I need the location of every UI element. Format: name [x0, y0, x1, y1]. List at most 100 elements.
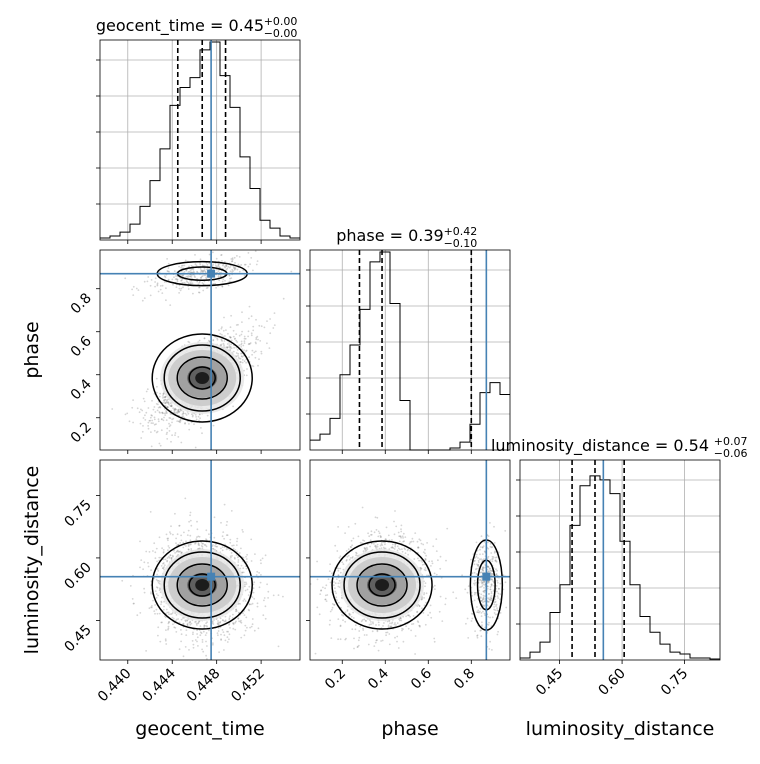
scatter-point [231, 545, 233, 547]
scatter-point [230, 258, 232, 260]
scatter-point [487, 597, 489, 599]
scatter-point [237, 269, 239, 271]
scatter-point [215, 263, 217, 265]
scatter-point [228, 638, 230, 640]
scatter-point [150, 285, 152, 287]
scatter-point [237, 349, 239, 351]
scatter-point [186, 414, 188, 416]
scatter-point [163, 606, 165, 608]
scatter-point [197, 645, 199, 647]
scatter-point [174, 270, 176, 272]
scatter-point [272, 327, 274, 329]
scatter-point [132, 598, 134, 600]
scatter-point [156, 561, 158, 563]
scatter-point [227, 343, 229, 345]
scatter-point [222, 549, 224, 551]
scatter-point [182, 415, 184, 417]
scatter-point [223, 330, 225, 332]
scatter-point [185, 634, 187, 636]
scatter-point [147, 425, 149, 427]
scatter-point [190, 282, 192, 284]
scatter-point [207, 415, 209, 417]
scatter-point [234, 269, 236, 271]
scatter-point [230, 270, 232, 272]
scatter-point [258, 358, 260, 360]
scatter-point [158, 420, 160, 422]
scatter-point [190, 269, 192, 271]
scatter-point [200, 277, 202, 279]
scatter-point [234, 622, 236, 624]
scatter-point [255, 250, 257, 252]
scatter-point [226, 347, 228, 349]
panels-layer [96, 40, 720, 664]
scatter-point [227, 631, 229, 633]
scatter-point [170, 441, 172, 443]
scatter-point [155, 411, 157, 413]
scatter-point [259, 340, 261, 342]
scatter-point [152, 422, 154, 424]
scatter-point [184, 271, 186, 273]
scatter-point [154, 417, 156, 419]
scatter-point [220, 522, 222, 524]
scatter-point [212, 339, 214, 341]
scatter-point [201, 543, 203, 545]
scatter-point [169, 557, 171, 559]
scatter-point [167, 539, 169, 541]
density-level [195, 579, 209, 591]
scatter-point [149, 551, 151, 553]
scatter-point [256, 574, 258, 576]
histogram-geocent_time [100, 42, 300, 238]
scatter-point [224, 267, 226, 269]
scatter-point [158, 580, 160, 582]
scatter-point [175, 538, 177, 540]
scatter-point [180, 535, 182, 537]
scatter-point [229, 633, 231, 635]
scatter-point [156, 586, 158, 588]
scatter-point [194, 621, 196, 623]
scatter-point [180, 641, 182, 643]
panel-geocent_time-vs-luminosity_distance [96, 460, 300, 664]
scatter-point [179, 648, 181, 650]
scatter-point [175, 542, 177, 544]
scatter-point [201, 545, 203, 547]
scatter-point [208, 630, 210, 632]
scatter-point [136, 614, 138, 616]
scatter-point [182, 286, 184, 288]
scatter-point [180, 267, 182, 269]
scatter-point [188, 288, 190, 290]
scatter-point [159, 406, 161, 408]
scatter-point [223, 631, 225, 633]
scatter-point [195, 639, 197, 641]
scatter-point [148, 566, 150, 568]
scatter-point [139, 541, 141, 543]
scatter-point [222, 535, 224, 537]
scatter-point [446, 528, 448, 530]
scatter-point [205, 538, 207, 540]
scatter-point [222, 546, 224, 548]
scatter-point [161, 418, 163, 420]
scatter-point [324, 587, 326, 589]
scatter-point [218, 651, 220, 653]
scatter-point [191, 276, 193, 278]
scatter-point [405, 625, 407, 627]
scatter-point [261, 325, 263, 327]
scatter-point [248, 318, 250, 320]
scatter-point [205, 655, 207, 657]
scatter-point [159, 412, 161, 414]
scatter-point [342, 619, 344, 621]
scatter-point [160, 289, 162, 291]
scatter-point [153, 610, 155, 612]
scatter-point [144, 414, 146, 416]
scatter-point [214, 516, 216, 518]
scatter-point [253, 352, 255, 354]
scatter-point [217, 632, 219, 634]
scatter-point [224, 340, 226, 342]
scatter-point [229, 344, 231, 346]
scatter-point [160, 285, 162, 287]
scatter-point [251, 354, 253, 356]
scatter-point [151, 607, 153, 609]
scatter-point [177, 550, 179, 552]
scatter-point [248, 330, 250, 332]
scatter-point [199, 282, 201, 284]
scatter-point [197, 528, 199, 530]
